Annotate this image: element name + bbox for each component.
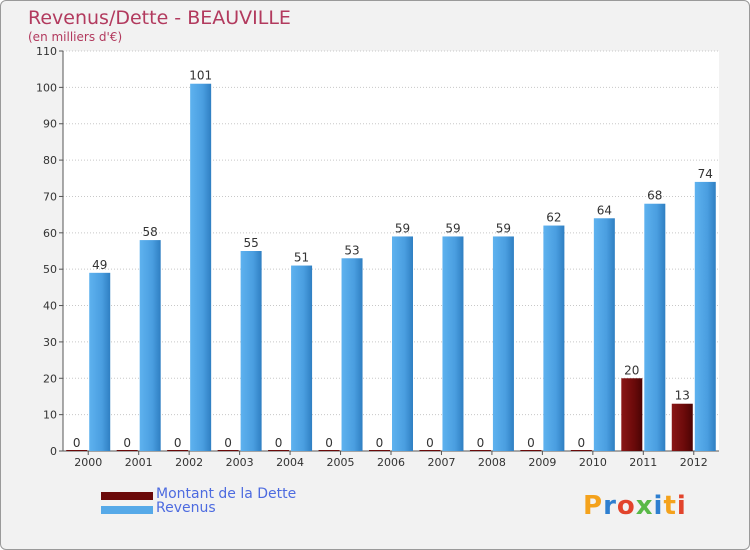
bar-revenue	[291, 265, 313, 451]
x-tick-label: 2006	[377, 456, 405, 469]
logo-letter: P	[583, 491, 604, 521]
y-tick-label: 80	[43, 154, 57, 167]
x-tick-label: 2004	[276, 456, 304, 469]
value-label-revenue: 59	[395, 221, 410, 235]
value-label-revenue: 55	[243, 236, 258, 250]
value-label-debt: 0	[578, 436, 586, 450]
value-label-revenue: 59	[496, 221, 511, 235]
x-tick-label: 2001	[125, 456, 153, 469]
value-label-debt: 0	[426, 436, 434, 450]
bar-revenue	[644, 203, 666, 451]
x-tick-label: 2005	[327, 456, 355, 469]
bar-revenue	[190, 83, 212, 452]
value-label-debt: 0	[527, 436, 535, 450]
bar-debt	[621, 378, 643, 451]
y-tick-label: 0	[50, 445, 57, 458]
y-tick-label: 10	[43, 409, 57, 422]
legend-swatch-revenue	[101, 506, 153, 514]
logo-letter: t	[663, 491, 677, 521]
value-label-revenue: 68	[647, 189, 662, 203]
logo-letter: i	[653, 491, 664, 521]
value-label-debt: 0	[477, 436, 485, 450]
bar-revenue	[89, 272, 111, 451]
x-tick-label: 2000	[74, 456, 102, 469]
bar-revenue	[240, 251, 262, 451]
chart-subtitle: (en milliers d'€)	[28, 30, 123, 44]
logo-letter: i	[676, 491, 687, 521]
y-tick-label: 20	[43, 372, 57, 385]
y-tick-label: 40	[43, 300, 57, 313]
legend-label-revenue: Revenus	[156, 500, 216, 516]
y-tick-label: 30	[43, 336, 57, 349]
proxiti-logo: Proxiti	[583, 491, 687, 521]
value-label-revenue: 101	[189, 69, 212, 83]
bar-revenue	[139, 240, 161, 451]
bar-revenue	[341, 258, 363, 451]
x-tick-label: 2008	[478, 456, 506, 469]
y-tick-label: 60	[43, 227, 57, 240]
value-label-revenue: 53	[344, 243, 359, 257]
value-label-revenue: 62	[546, 211, 561, 225]
y-tick-label: 110	[36, 45, 57, 58]
plot-area	[63, 51, 719, 451]
y-tick-label: 100	[36, 81, 57, 94]
value-label-debt: 0	[275, 436, 283, 450]
value-label-debt: 20	[624, 363, 639, 377]
logo-letter: x	[635, 491, 654, 521]
bar-revenue	[442, 236, 464, 451]
value-label-revenue: 49	[92, 258, 107, 272]
bar-revenue	[492, 236, 514, 451]
value-label-revenue: 74	[698, 167, 713, 181]
x-tick-label: 2009	[528, 456, 556, 469]
y-tick-label: 70	[43, 190, 57, 203]
bar-debt	[671, 403, 693, 451]
x-tick-label: 2003	[226, 456, 254, 469]
value-label-revenue: 51	[294, 251, 309, 265]
bar-revenue	[543, 225, 565, 451]
logo-letter: r	[603, 491, 617, 521]
y-tick-label: 90	[43, 118, 57, 131]
logo-letter: o	[616, 491, 636, 521]
x-tick-label: 2002	[175, 456, 203, 469]
x-tick-label: 2012	[680, 456, 708, 469]
value-label-debt: 0	[224, 436, 232, 450]
value-label-debt: 13	[675, 389, 690, 403]
bar-revenue	[694, 181, 716, 451]
value-label-revenue: 58	[143, 225, 158, 239]
bar-revenue	[593, 218, 615, 451]
x-tick-label: 2007	[427, 456, 455, 469]
legend-swatch-debt	[101, 492, 153, 500]
chart-title: Revenus/Dette - BEAUVILLE	[28, 7, 291, 29]
value-label-debt: 0	[376, 436, 384, 450]
bar-revenue	[392, 236, 413, 451]
legend-label-debt: Montant de la Dette	[156, 486, 297, 502]
value-label-debt: 0	[73, 436, 81, 450]
x-tick-label: 2011	[629, 456, 657, 469]
value-label-debt: 0	[123, 436, 131, 450]
value-label-debt: 0	[174, 436, 182, 450]
y-tick-label: 50	[43, 263, 57, 276]
value-label-revenue: 64	[597, 203, 612, 217]
value-label-debt: 0	[325, 436, 333, 450]
x-tick-label: 2010	[579, 456, 607, 469]
value-label-revenue: 59	[445, 221, 460, 235]
